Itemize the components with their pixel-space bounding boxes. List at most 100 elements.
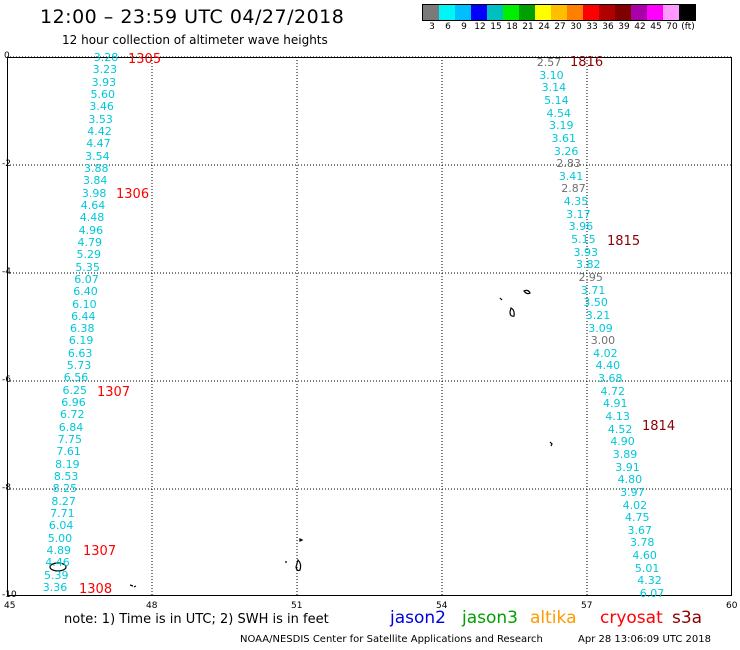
scale-swatch xyxy=(519,5,535,20)
wave-height-value: 3.68 xyxy=(598,372,623,386)
satellite-altika: altika xyxy=(530,608,577,628)
scale-label: (ft) xyxy=(681,22,695,32)
wave-height-value: 3.97 xyxy=(620,485,645,499)
scale-label: 18 xyxy=(506,22,518,32)
wave-height-value: 4.89 xyxy=(46,544,71,558)
wave-height-value: 6.44 xyxy=(71,309,96,323)
scale-label: 36 xyxy=(602,22,614,32)
wave-height-value: 3.61 xyxy=(551,131,576,145)
scale-label: 12 xyxy=(474,22,486,32)
wave-height-value: 3.54 xyxy=(85,149,110,163)
scale-label: 33 xyxy=(586,22,598,32)
wave-height-value: 4.52 xyxy=(607,422,633,436)
pass-time-label: 1305 xyxy=(128,52,162,67)
wave-height-value: 6.07 xyxy=(639,587,665,600)
wave-height-value: 4.64 xyxy=(80,198,106,212)
scale-swatch xyxy=(599,5,615,20)
wave-height-value: 8.27 xyxy=(51,494,76,508)
wave-height-value: 3.00 xyxy=(590,334,616,348)
wave-height-value: 4.60 xyxy=(632,549,657,563)
wave-height-value: 3.67 xyxy=(627,523,652,537)
page-title: 12:00 – 23:59 UTC 04/27/2018 xyxy=(40,6,345,28)
scale-label: 15 xyxy=(490,22,502,32)
wave-height-value: 4.96 xyxy=(78,223,104,237)
wave-height-value: 8.19 xyxy=(55,457,80,471)
wave-height-value: 3.46 xyxy=(89,100,114,114)
wave-height-value: 5.00 xyxy=(47,531,73,545)
wave-height-value: 5.15 xyxy=(571,233,596,246)
wave-height-value: 3.28 xyxy=(93,51,119,64)
x-tick-label: 45 xyxy=(4,601,16,611)
color-scale-boxes xyxy=(422,4,696,21)
island xyxy=(129,584,137,588)
wave-height-value: 6.40 xyxy=(73,285,98,299)
y-tick-label: -4 xyxy=(2,267,11,277)
scale-swatch xyxy=(471,5,487,20)
scale-swatch xyxy=(615,5,631,20)
wave-height-value: 4.80 xyxy=(617,473,643,487)
scale-label: 21 xyxy=(522,22,534,32)
island xyxy=(499,289,531,317)
wave-height-value: 4.79 xyxy=(77,235,103,249)
scale-swatch xyxy=(439,5,455,20)
wave-height-color-scale: 3 6 9 12 15 18 21 24 27 30 33 36 39 42 45 70 (ft) xyxy=(422,4,696,32)
pass-time-label: 1814 xyxy=(642,419,676,434)
scale-label: 27 xyxy=(554,22,566,32)
y-tick-label: -2 xyxy=(2,159,11,169)
y-tick-label: -10 xyxy=(2,590,17,600)
wave-height-value: 5.60 xyxy=(90,87,116,101)
pass-time-label: 1307 xyxy=(97,385,131,400)
scale-swatch xyxy=(583,5,599,20)
pass-time-label: 1306 xyxy=(116,187,150,202)
scale-swatch xyxy=(423,5,439,20)
wave-height-value: 2.57 xyxy=(536,56,562,69)
wave-height-value: 3.89 xyxy=(612,447,638,461)
wave-height-value: 6.07 xyxy=(74,272,99,286)
scale-swatch xyxy=(679,5,695,20)
wave-height-value: 4.75 xyxy=(625,511,650,525)
wave-height-value: 2.83 xyxy=(556,157,581,171)
scale-label: 9 xyxy=(461,22,467,32)
wave-height-value: 4.72 xyxy=(600,384,626,398)
wave-height-value: 4.54 xyxy=(546,106,572,120)
wave-height-value: 4.02 xyxy=(622,498,648,512)
wave-height-value: 3.98 xyxy=(81,186,107,200)
x-tick-label: 48 xyxy=(146,601,158,611)
satellite-s3a: s3a xyxy=(672,608,703,628)
island xyxy=(549,441,553,447)
wave-height-value: 3.21 xyxy=(585,308,611,322)
wave-height-value: 8.53 xyxy=(53,470,79,484)
scale-label: 30 xyxy=(570,22,582,32)
wave-height-value: 4.35 xyxy=(563,195,589,209)
wave-height-value: 6.10 xyxy=(72,297,97,311)
scale-label: 39 xyxy=(618,22,630,32)
y-tick-label: -8 xyxy=(2,483,11,493)
wave-height-value: 3.82 xyxy=(575,258,601,272)
wave-height-value: 3.14 xyxy=(541,81,567,95)
satellite-cryosat: cryosat xyxy=(600,608,663,628)
wave-height-value: 2.95 xyxy=(578,270,603,284)
wave-height-value: 4.02 xyxy=(593,346,618,360)
wave-height-value: 6.38 xyxy=(69,322,95,336)
wave-height-value: 5.29 xyxy=(76,248,101,262)
wave-height-value: 8.25 xyxy=(52,482,78,496)
footer-note: note: 1) Time is in UTC; 2) SWH is in fe… xyxy=(64,612,329,627)
wave-height-value: 4.48 xyxy=(79,211,105,225)
wave-height-value: 4.40 xyxy=(595,359,621,373)
wave-height-value: 6.25 xyxy=(62,383,88,397)
wave-height-value: 3.93 xyxy=(573,245,599,259)
pass-time-label: 1307 xyxy=(83,544,117,559)
scale-swatch xyxy=(663,5,679,20)
wave-height-value: 3.88 xyxy=(84,161,109,175)
scale-swatch xyxy=(647,5,663,20)
wave-height-value: 3.09 xyxy=(588,321,613,335)
y-tick-label: 0 xyxy=(4,51,10,61)
wave-height-value: 3.78 xyxy=(629,536,655,550)
wave-height-value: 6.84 xyxy=(58,420,84,434)
scale-label: 45 xyxy=(650,22,662,32)
wave-height-value: 3.17 xyxy=(566,207,591,221)
scale-swatch xyxy=(487,5,503,20)
wave-height-value: 6.04 xyxy=(48,519,74,533)
wave-height-value: 3.36 xyxy=(42,581,68,594)
scale-swatch xyxy=(551,5,567,20)
